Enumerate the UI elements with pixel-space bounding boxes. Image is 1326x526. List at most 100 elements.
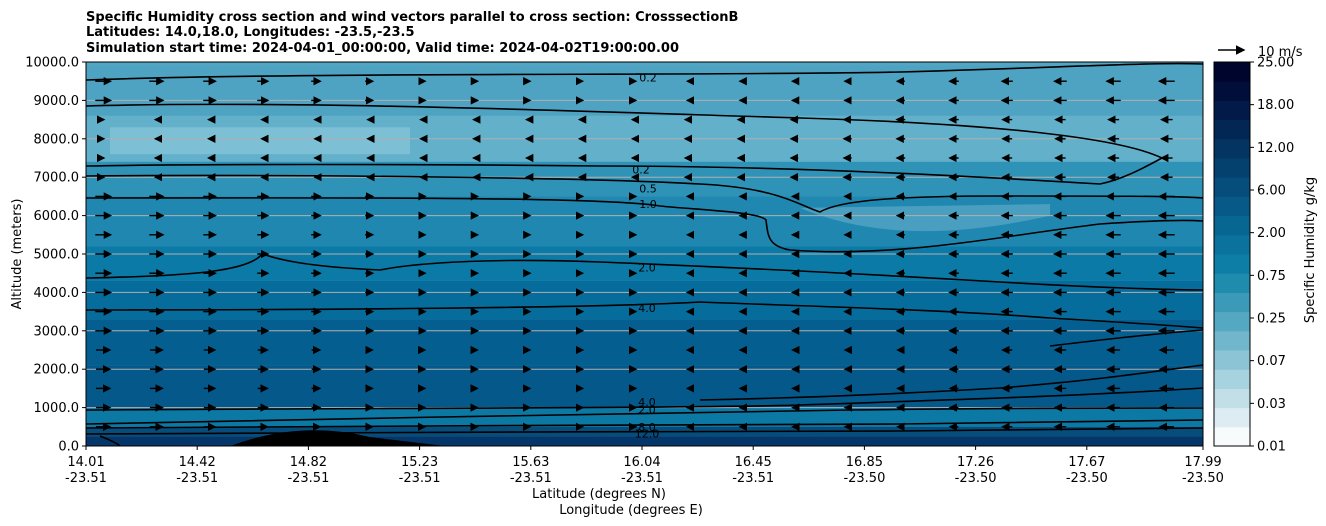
y-tick-label: 1000.0 [34, 401, 80, 416]
humidity-band [86, 280, 1203, 320]
x-tick-label-lat: 14.82 [290, 455, 327, 470]
humidity-dry-patch [800, 204, 1050, 232]
x-tick-label-lon: -23.50 [955, 471, 997, 486]
x-axis-label-lon: Longitude (degrees E) [559, 503, 703, 518]
y-tick-label: 7000.0 [34, 171, 80, 186]
contour-label: 0.2 [639, 71, 657, 84]
colorbar-tick-label: 0.07 [1257, 354, 1286, 369]
x-tick-label-lat: 14.42 [179, 455, 216, 470]
colorbar-tick-label: 0.75 [1257, 269, 1286, 284]
x-tick-label-lon: -23.51 [176, 471, 218, 486]
humidity-bands [86, 65, 1203, 446]
contour-line [86, 62, 1203, 81]
y-tick-label: 10000.0 [25, 56, 79, 71]
x-tick-label-lat: 16.04 [623, 455, 660, 470]
x-tick-label-lon: -23.51 [287, 471, 329, 486]
colorbar-segment [1214, 81, 1250, 101]
y-tick-label: 8000.0 [34, 132, 80, 147]
colorbar-segment [1214, 350, 1250, 370]
grid-lines [86, 62, 1203, 446]
contour-line [86, 407, 1203, 425]
y-tick-label: 5000.0 [34, 248, 80, 263]
wind-reference-label: 10 m/s [1258, 45, 1303, 60]
y-axis-label: Altitude (meters) [10, 199, 25, 310]
contour-line [86, 103, 1164, 185]
contour-label: 0.2 [632, 164, 650, 177]
contour-label: 4.0 [638, 302, 656, 315]
contour-line [86, 387, 1203, 411]
colorbar-segment [1214, 215, 1250, 236]
colorbar-label: Specific Humidity g/kg [1303, 177, 1318, 323]
x-axis: 14.01-23.5114.42-23.5114.82-23.5115.23-2… [65, 446, 1224, 486]
colorbar-segment [1214, 62, 1250, 82]
x-tick-label-lon: -23.51 [399, 471, 441, 486]
contour-line [1049, 329, 1203, 347]
contour-labels: 0.20.20.51.02.04.04.02.08.012.0 [632, 71, 659, 440]
y-tick-label: 6000.0 [34, 209, 80, 224]
contour-line [86, 301, 1203, 329]
colorbar-segment [1214, 138, 1250, 159]
colorbar [1214, 62, 1250, 447]
chart-title-line-3: Simulation start time: 2024-04-01_00:00:… [86, 41, 679, 56]
colorbar-segment [1214, 388, 1250, 409]
colorbar-segment [1214, 234, 1250, 255]
x-tick-label-lat: 17.99 [1184, 455, 1221, 470]
x-tick-label-lat: 15.63 [512, 455, 549, 470]
colorbar-tick-label: 12.00 [1257, 141, 1294, 156]
y-tick-label: 3000.0 [34, 324, 80, 339]
contour-label: 0.5 [639, 183, 657, 196]
chart-title-line-1: Specific Humidity cross section and wind… [86, 10, 738, 25]
contour-label: 12.0 [635, 427, 660, 440]
contour-label: 8.0 [638, 421, 656, 434]
y-tick-label: 4000.0 [34, 286, 80, 301]
colorbar-tick-label: 2.00 [1257, 226, 1286, 241]
contour-line [86, 197, 1203, 253]
wind-vectors [95, 76, 1175, 431]
plot-area [86, 62, 1203, 446]
contour-label: 2.0 [638, 261, 656, 274]
y-tick-label: 2000.0 [34, 363, 80, 378]
colorbar-segment [1214, 100, 1250, 121]
colorbar-ticks: 0.01 0.03 0.07 0.25 0.75 2.00 6.00 12.00 18.00 25… [1250, 56, 1294, 455]
colorbar-segment [1214, 292, 1250, 313]
x-axis-label-lat: Latitude (degrees N) [532, 487, 666, 502]
x-tick-label-lon: -23.51 [621, 471, 663, 486]
x-tick-label-lat: 14.01 [67, 455, 104, 470]
colorbar-tick-label: 18.00 [1257, 98, 1294, 113]
x-tick-label-lon: -23.51 [65, 471, 107, 486]
x-tick-label-lat: 17.26 [957, 455, 994, 470]
x-tick-label-lon: -23.51 [510, 471, 552, 486]
x-tick-label-lat: 17.67 [1068, 455, 1105, 470]
colorbar-segment [1214, 177, 1250, 197]
contour-label: 1.0 [639, 198, 657, 211]
terrain [230, 430, 445, 446]
colorbar-segment [1214, 426, 1250, 447]
contour-line [99, 435, 121, 446]
humidity-band [86, 407, 1203, 427]
y-tick-label: 9000.0 [34, 94, 80, 109]
y-tick-label: 0.0 [58, 440, 79, 455]
humidity-band [86, 319, 1203, 366]
contour-line [699, 364, 1203, 401]
x-tick-label-lat: 16.85 [846, 455, 883, 470]
contour-line [86, 174, 1203, 213]
colorbar-tick-label: 6.00 [1257, 184, 1286, 199]
colorbar-segment [1214, 196, 1250, 217]
x-tick-label-lon: -23.50 [1182, 471, 1224, 486]
colorbar-tick-label: 0.01 [1257, 440, 1286, 455]
contour-label: 4.0 [638, 396, 656, 409]
colorbar-tick-label: 0.03 [1257, 397, 1286, 412]
colorbar-segment [1214, 369, 1250, 389]
humidity-dry-patch [110, 127, 410, 155]
x-tick-label-lon: -23.51 [732, 471, 774, 486]
x-tick-label-lon: -23.50 [843, 471, 885, 486]
x-tick-label-lat: 15.23 [401, 455, 438, 470]
chart-title-line-2: Latitudes: 14.0,18.0, Longitudes: -23.5,… [86, 25, 415, 40]
colorbar-segment [1214, 273, 1250, 293]
colorbar-frame [1213, 61, 1251, 447]
humidity-band [86, 436, 1203, 446]
colorbar-segment [1214, 407, 1250, 428]
colorbar-segment [1214, 158, 1250, 178]
colorbar-segment [1214, 254, 1250, 274]
